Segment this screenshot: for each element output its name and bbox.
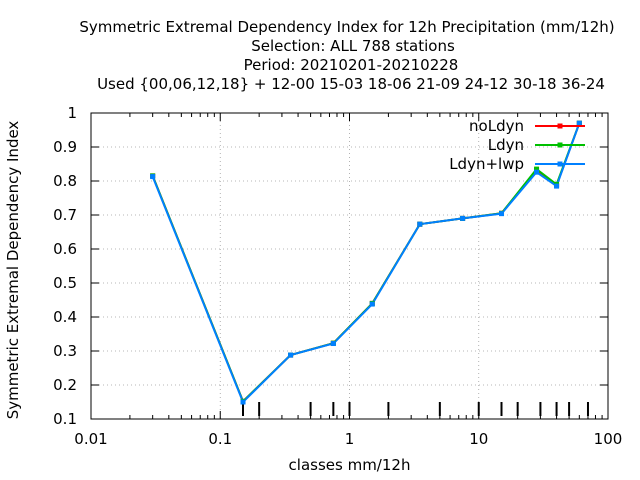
legend-label-Ldyn+lwp: Ldyn+lwp: [449, 155, 524, 173]
x-axis-label: classes mm/12h: [289, 456, 411, 474]
data-point-Ldyn+lwp: [288, 352, 294, 358]
y-tick-label: 0.8: [53, 172, 77, 190]
x-tick-label: 0.01: [74, 430, 107, 448]
y-tick-label: 0.5: [53, 274, 77, 292]
data-point-Ldyn+lwp: [499, 211, 505, 217]
title-line-4: Used {00,06,12,18} + 12-00 15-03 18-06 2…: [97, 75, 605, 93]
x-tick-label: 1: [345, 430, 355, 448]
data-point-Ldyn+lwp: [240, 399, 246, 405]
data-point-Ldyn+lwp: [330, 341, 336, 347]
title-line-1: Symmetric Extremal Dependency Index for …: [79, 18, 614, 36]
data-point-Ldyn+lwp: [369, 301, 375, 307]
y-tick-label: 1: [67, 104, 77, 122]
y-tick-label: 0.6: [53, 240, 77, 258]
legend-marker-noLdyn: [557, 123, 563, 129]
data-point-Ldyn+lwp: [554, 183, 560, 189]
data-point-Ldyn+lwp: [417, 221, 423, 227]
y-tick-label: 0.2: [53, 376, 77, 394]
legend-marker-Ldyn: [557, 142, 563, 148]
tick-labels: 0.1 0.2 0.3 0.4 0.5 0.6 0.7 0.8 0.9 1 0.01 0.1 1 10 10…: [53, 104, 622, 448]
legend-label-noLdyn: noLdyn: [469, 117, 524, 135]
y-tick-label: 0.7: [53, 206, 77, 224]
grid: [91, 113, 608, 419]
title-line-2: Selection: ALL 788 stations: [251, 37, 455, 55]
data-point-Ldyn+lwp: [460, 215, 466, 221]
y-tick-label: 0.9: [53, 138, 77, 156]
title-line-3: Period: 20210201-20210228: [244, 56, 459, 74]
chart-title: Symmetric Extremal Dependency Index for …: [79, 18, 614, 93]
x-tick-label: 100: [594, 430, 623, 448]
y-tick-label: 0.1: [53, 410, 77, 428]
data-point-Ldyn+lwp: [150, 174, 156, 180]
y-tick-label: 0.3: [53, 342, 77, 360]
y-axis-label: Symmetric Extremal Dependency Index: [4, 121, 22, 420]
data-point-Ldyn+lwp: [534, 169, 540, 175]
data-point-Ldyn+lwp: [576, 120, 582, 126]
legend-label-Ldyn: Ldyn: [488, 136, 524, 154]
legend-marker-Ldyn+lwp: [557, 161, 563, 167]
x-tick-label: 10: [469, 430, 488, 448]
plot-frame: [90, 112, 609, 420]
class-marks: [242, 402, 589, 416]
y-tick-label: 0.4: [53, 308, 77, 326]
x-tick-label: 0.1: [208, 430, 232, 448]
data-point-Ldyn: [534, 166, 540, 172]
series-points: [150, 120, 582, 405]
